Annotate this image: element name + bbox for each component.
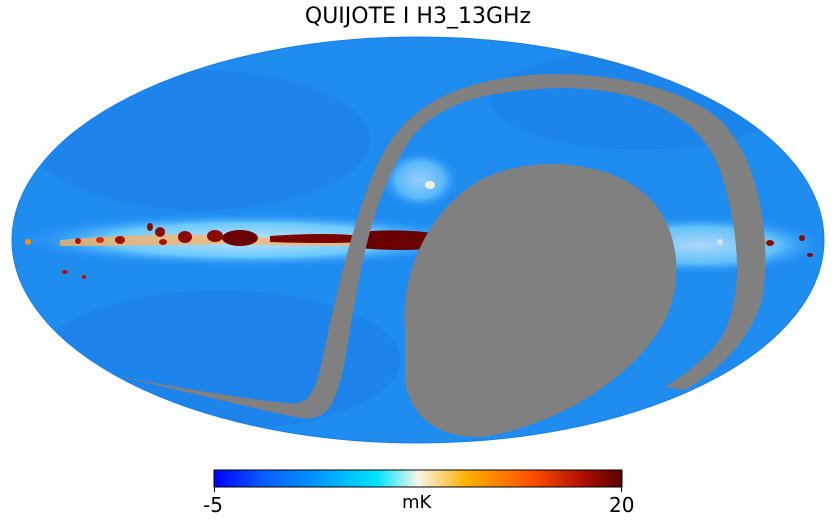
colorbar-tick-max — [621, 487, 622, 492]
colorbar-tick-min — [214, 487, 215, 492]
map-title: QUIJOTE I H3_13GHz — [304, 4, 532, 29]
mask-region — [404, 163, 677, 437]
colorbar-max-label: 20 — [609, 493, 635, 517]
colorbar-unit-label: mK — [402, 492, 432, 513]
mask-arc — [118, 74, 766, 419]
colorbar-gradient — [213, 469, 623, 488]
colorbar-min-label: -5 — [203, 493, 223, 517]
